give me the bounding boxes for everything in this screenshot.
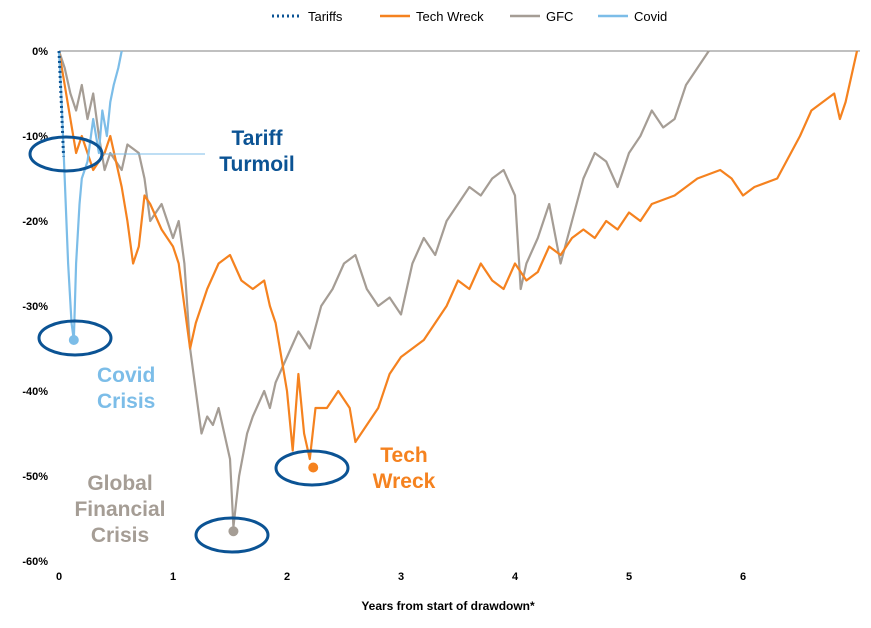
y-tick-label: 0% (32, 46, 48, 58)
trough-marker (228, 526, 239, 537)
annotation-label: Wreck (373, 470, 436, 493)
x-axis-label: Years from start of drawdown* (361, 599, 535, 613)
annotation-label: Crisis (97, 390, 155, 413)
legend-label: Tariffs (308, 9, 343, 24)
x-tick-label: 3 (398, 571, 404, 583)
y-tick-label: -60% (22, 556, 48, 568)
annotation-label: Financial (74, 498, 165, 521)
annotation-label: Covid (97, 364, 155, 387)
x-tick-label: 1 (170, 571, 176, 583)
trough-marker (308, 462, 319, 473)
x-tick-label: 0 (56, 571, 62, 583)
annotation-label: Global (87, 472, 152, 495)
legend-label: Covid (634, 9, 667, 24)
x-tick-label: 2 (284, 571, 290, 583)
annotation-label: Crisis (91, 524, 149, 547)
annotation-label: Tech (380, 444, 427, 467)
legend-label: GFC (546, 9, 573, 24)
highlight-ellipse (37, 319, 113, 357)
highlight-ellipse (28, 135, 104, 173)
annotation-label: Turmoil (219, 153, 294, 176)
highlight-ellipse (274, 449, 350, 487)
x-tick-label: 4 (512, 571, 519, 583)
x-tick-label: 6 (740, 571, 746, 583)
trough-marker (68, 335, 79, 345)
legend-label: Tech Wreck (416, 9, 484, 24)
series-line-gfc (57, 50, 710, 529)
legend: Tariffs Tech Wreck GFC Covid (272, 9, 667, 24)
y-tick-label: -20% (22, 216, 48, 228)
annotation-label: Tariff (232, 127, 284, 150)
y-tick-label: -30% (22, 301, 48, 313)
x-tick-label: 5 (626, 571, 632, 583)
highlight-ellipse (194, 516, 270, 554)
y-tick-label: -50% (22, 471, 48, 483)
series-line-tariffs (57, 50, 66, 157)
y-tick-label: -40% (22, 386, 48, 398)
series-line-tech-wreck (57, 50, 859, 461)
series-line-covid (57, 50, 123, 342)
